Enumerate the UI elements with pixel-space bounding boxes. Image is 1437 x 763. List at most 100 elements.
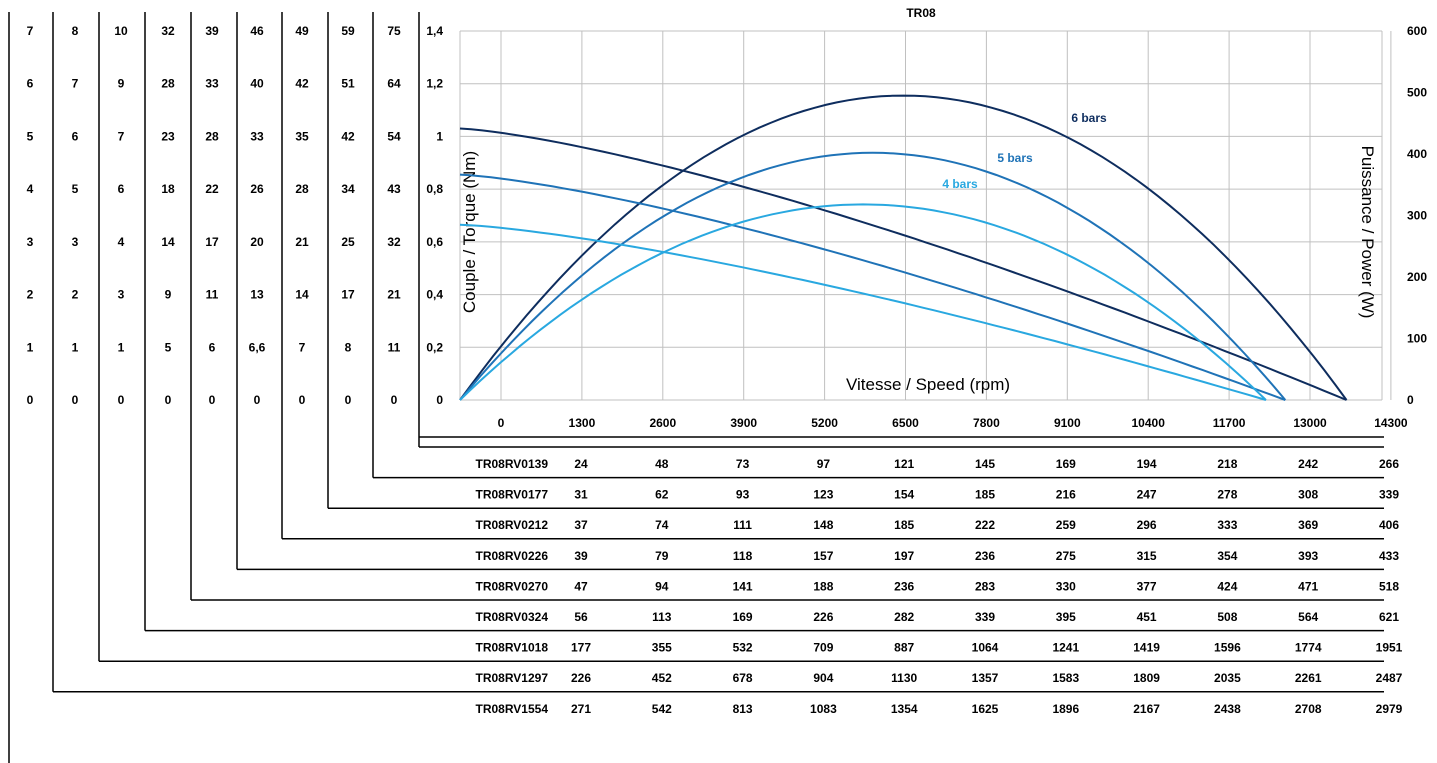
speed-value: 406 bbox=[1379, 518, 1399, 532]
speed-value: 1951 bbox=[1376, 641, 1403, 655]
scale-value: 3 bbox=[27, 235, 34, 249]
speed-value: 1625 bbox=[972, 702, 999, 716]
x-tick-label: 3900 bbox=[730, 416, 757, 430]
speed-value: 271 bbox=[571, 702, 591, 716]
speed-value: 154 bbox=[894, 488, 914, 502]
y-tick-label: 0 bbox=[436, 393, 443, 407]
scale-value: 49 bbox=[295, 24, 309, 38]
scale-value: 21 bbox=[295, 235, 309, 249]
scale-value: 75 bbox=[387, 24, 401, 38]
scale-value: 26 bbox=[250, 182, 264, 196]
y-right-tick-label: 400 bbox=[1407, 147, 1427, 161]
speed-value: 451 bbox=[1137, 610, 1157, 624]
y-right-tick-label: 200 bbox=[1407, 270, 1427, 284]
y-right-tick-label: 0 bbox=[1407, 393, 1414, 407]
speed-value: 39 bbox=[574, 549, 588, 563]
model-name: TR08RV0177 bbox=[476, 488, 549, 502]
speed-value: 813 bbox=[733, 702, 753, 716]
speed-value: 2035 bbox=[1214, 671, 1241, 685]
scale-value: 6,6 bbox=[249, 340, 266, 354]
speed-value: 2708 bbox=[1295, 702, 1322, 716]
speed-value: 2487 bbox=[1376, 671, 1403, 685]
x-tick-label: 0 bbox=[498, 416, 505, 430]
speed-value: 1809 bbox=[1133, 671, 1160, 685]
speed-value: 94 bbox=[655, 579, 669, 593]
scale-value: 9 bbox=[118, 77, 125, 91]
speed-value: 377 bbox=[1137, 579, 1157, 593]
speed-value: 236 bbox=[894, 579, 914, 593]
scale-value: 54 bbox=[387, 129, 401, 143]
speed-value: 424 bbox=[1217, 579, 1237, 593]
speed-value: 1419 bbox=[1133, 641, 1160, 655]
x-tick-label: 1300 bbox=[569, 416, 596, 430]
speed-value: 259 bbox=[1056, 518, 1076, 532]
speed-value: 157 bbox=[813, 549, 833, 563]
scale-value: 23 bbox=[161, 129, 175, 143]
scale-value: 2 bbox=[72, 288, 79, 302]
scale-value: 1 bbox=[27, 340, 34, 354]
speed-value: 369 bbox=[1298, 518, 1318, 532]
speed-value: 1083 bbox=[810, 702, 837, 716]
y-tick-label: 1,2 bbox=[426, 77, 443, 91]
speed-value: 1774 bbox=[1295, 641, 1322, 655]
speed-value: 74 bbox=[655, 518, 669, 532]
speed-value: 887 bbox=[894, 641, 914, 655]
scale-value: 18 bbox=[161, 182, 175, 196]
speed-value: 2167 bbox=[1133, 702, 1160, 716]
speed-value: 169 bbox=[1056, 457, 1076, 471]
series-label-3: 4 bars bbox=[942, 177, 978, 191]
scale-value: 28 bbox=[205, 129, 219, 143]
scale-value: 28 bbox=[295, 182, 309, 196]
scale-value: 42 bbox=[341, 129, 355, 143]
speed-value: 141 bbox=[733, 579, 753, 593]
scale-value: 34 bbox=[341, 182, 355, 196]
speed-value: 1583 bbox=[1052, 671, 1079, 685]
speed-value: 308 bbox=[1298, 488, 1318, 502]
speed-value: 508 bbox=[1217, 610, 1237, 624]
speed-value: 47 bbox=[574, 579, 588, 593]
x-tick-label: 13000 bbox=[1293, 416, 1327, 430]
speed-value: 296 bbox=[1137, 518, 1157, 532]
speed-value: 518 bbox=[1379, 579, 1399, 593]
speed-value: 1596 bbox=[1214, 641, 1241, 655]
speed-value: 452 bbox=[652, 671, 672, 685]
speed-value: 395 bbox=[1056, 610, 1076, 624]
scale-value: 7 bbox=[299, 340, 306, 354]
speed-value: 111 bbox=[733, 518, 752, 532]
speed-value: 2261 bbox=[1295, 671, 1322, 685]
speed-value: 904 bbox=[813, 671, 833, 685]
scale-value: 7 bbox=[27, 24, 34, 38]
speed-value: 333 bbox=[1217, 518, 1237, 532]
scale-value: 3 bbox=[72, 235, 79, 249]
scale-value: 6 bbox=[209, 340, 216, 354]
speed-value: 37 bbox=[574, 518, 588, 532]
speed-value: 283 bbox=[975, 579, 995, 593]
speed-value: 197 bbox=[894, 549, 914, 563]
speed-value: 97 bbox=[817, 457, 831, 471]
speed-value: 226 bbox=[571, 671, 591, 685]
scale-value: 33 bbox=[250, 129, 264, 143]
speed-value: 1241 bbox=[1052, 641, 1079, 655]
speed-value: 216 bbox=[1056, 488, 1076, 502]
speed-value: 330 bbox=[1056, 579, 1076, 593]
speed-value: 24 bbox=[574, 457, 588, 471]
series-label-1: 6 bars bbox=[1071, 111, 1107, 125]
x-tick-label: 10400 bbox=[1132, 416, 1166, 430]
model-name: TR08RV0226 bbox=[476, 549, 549, 563]
scale-value: 22 bbox=[205, 182, 219, 196]
speed-value: 185 bbox=[975, 488, 995, 502]
speed-value: 1357 bbox=[972, 671, 999, 685]
scale-value: 40 bbox=[250, 77, 264, 91]
speed-value: 56 bbox=[574, 610, 588, 624]
scale-value: 33 bbox=[205, 77, 219, 91]
speed-value: 1354 bbox=[891, 702, 918, 716]
scale-value: 59 bbox=[341, 24, 355, 38]
scale-value: 8 bbox=[72, 24, 79, 38]
y-right-tick-label: 600 bbox=[1407, 24, 1427, 38]
scale-value: 5 bbox=[27, 129, 34, 143]
scale-value: 0 bbox=[27, 393, 34, 407]
scale-value: 43 bbox=[387, 182, 401, 196]
scale-value: 0 bbox=[391, 393, 398, 407]
speed-value: 278 bbox=[1217, 488, 1237, 502]
power-curve-3 bbox=[459, 203, 1267, 401]
